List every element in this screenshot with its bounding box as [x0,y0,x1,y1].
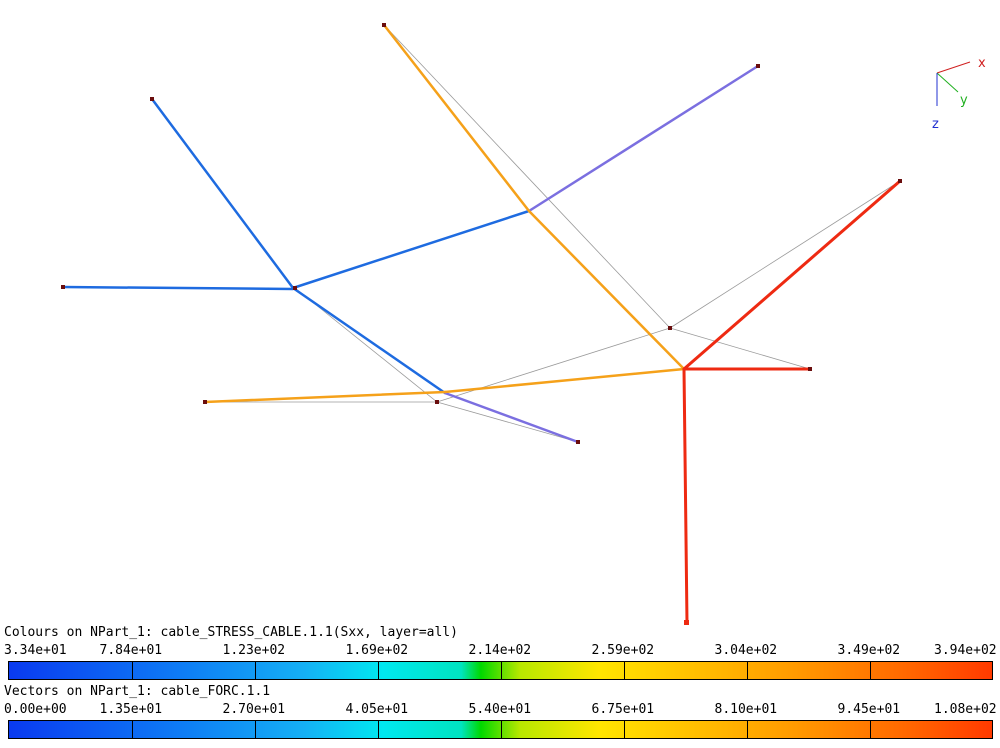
colorbar-tick-mark [501,662,502,679]
colorbar-tick-mark [624,662,625,679]
colorbar-tick-label: 7.84e+01 [99,643,163,658]
cable-segment [203,390,447,404]
colorbar-tick-label: 3.34e+01 [4,643,67,658]
axis-z-label: z [932,117,939,132]
vectors-colorbar [8,720,993,739]
colorbar-tick-label: 2.59e+02 [591,643,655,658]
node [668,326,672,330]
colorbar-tick-mark [501,721,502,738]
colorbar-tick-label: 2.14e+02 [468,643,532,658]
colorbar-tick-mark [624,721,625,738]
node [756,64,760,68]
colorbar-tick-label: 0.00e+00 [4,702,67,717]
colorbar-tick-mark [378,662,379,679]
node [684,620,689,625]
colorbar-tick-label: 3.49e+02 [837,643,901,658]
colorbar-tick-label: 5.40e+01 [468,702,532,717]
colorbar-tick-label: 8.10e+01 [714,702,778,717]
node [203,400,207,404]
cable-segment [443,367,686,394]
3d-viewport[interactable]: x y z [0,0,1000,630]
cable-segment [150,97,295,290]
colorbar-tick-mark [747,662,748,679]
colorbar-tick-label: 9.45e+01 [837,702,901,717]
colorbar-tick-mark [378,721,379,738]
cable-segment [291,209,531,290]
colours-legend-title: Colours on NPart_1: cable_STRESS_CABLE.1… [4,625,458,640]
axis-triad: x y z [932,56,986,132]
node [898,179,902,183]
colorbar-tick-label: 4.05e+01 [345,702,409,717]
node [293,286,297,290]
cable-segment [61,285,295,291]
cable-segment [382,23,531,213]
cable-segment [527,209,686,371]
node [576,440,580,444]
node [382,23,386,27]
nodes [61,23,902,625]
colorbar-tick-label: 1.69e+02 [345,643,409,658]
node [808,367,812,371]
cable-segment [291,286,447,395]
vectors-legend-title: Vectors on NPart_1: cable_FORC.1.1 [4,684,271,699]
colorbar-tick-mark [747,721,748,738]
colorbar-tick-mark [870,662,871,679]
cable-elements [61,23,902,625]
cable-segment [527,64,760,213]
cable-segment [443,391,580,444]
colorbar-tick-mark [132,662,133,679]
axis-y-label: y [960,93,968,108]
axis-x-label: x [978,56,986,71]
colours-colorbar [8,661,993,680]
colorbar-tick-label: 3.94e+02 [934,643,997,658]
colorbar-tick-label: 3.04e+02 [714,643,778,658]
node [150,97,154,101]
colorbar-tick-label: 1.35e+01 [99,702,163,717]
cable-segment [682,179,902,371]
colorbar-tick-mark [132,721,133,738]
colorbar-tick-mark [870,721,871,738]
colorbar-tick-label: 1.23e+02 [222,643,286,658]
colorbar-tick-label: 2.70e+01 [222,702,286,717]
cable-segment [682,367,689,625]
colorbar-tick-label: 1.08e+02 [934,702,997,717]
colorbar-tick-mark [255,721,256,738]
node [61,285,65,289]
colorbar-tick-mark [255,662,256,679]
colorbar-tick-label: 6.75e+01 [591,702,655,717]
node [435,400,439,404]
